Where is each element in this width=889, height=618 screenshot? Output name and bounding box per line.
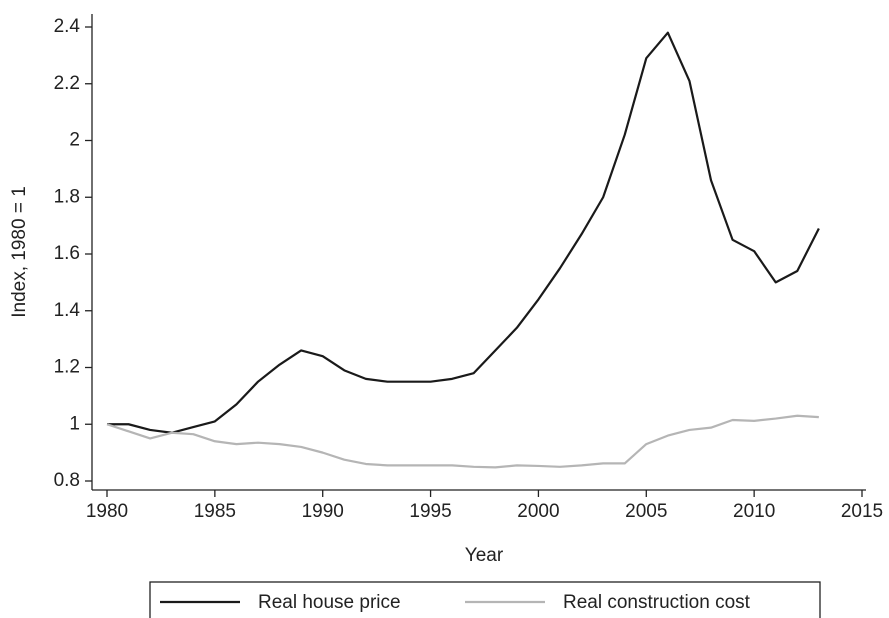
x-tick-label: 1985 (194, 501, 236, 522)
y-tick-label: 1.4 (54, 300, 81, 321)
y-tick-label: 1 (69, 413, 80, 434)
x-tick-label: 1980 (86, 501, 128, 522)
y-tick-label: 1.8 (54, 186, 80, 207)
series-line (107, 31, 820, 434)
x-axis-label: Year (465, 545, 504, 566)
y-tick-label: 1.2 (54, 357, 80, 378)
y-axis-label: Index, 1980 = 1 (9, 186, 30, 318)
x-tick-label: 2010 (733, 501, 775, 522)
y-tick-label: 0.8 (54, 470, 80, 491)
legend-label: Real house price (258, 592, 401, 613)
y-tick-label: 1.6 (54, 243, 80, 264)
legend-box (149, 581, 821, 618)
y-tick-label: 2.4 (54, 16, 81, 37)
x-tick-label: 2005 (625, 501, 667, 522)
y-tick-label: 2.2 (54, 73, 80, 94)
x-tick-label: 1995 (409, 501, 451, 522)
x-tick-label: 2000 (517, 501, 559, 522)
legend-label: Real construction cost (563, 592, 751, 613)
series-line (106, 414, 819, 469)
x-tick-label: 1990 (302, 501, 344, 522)
y-tick-label: 2 (69, 130, 80, 151)
x-tick-label: 2015 (841, 501, 883, 522)
